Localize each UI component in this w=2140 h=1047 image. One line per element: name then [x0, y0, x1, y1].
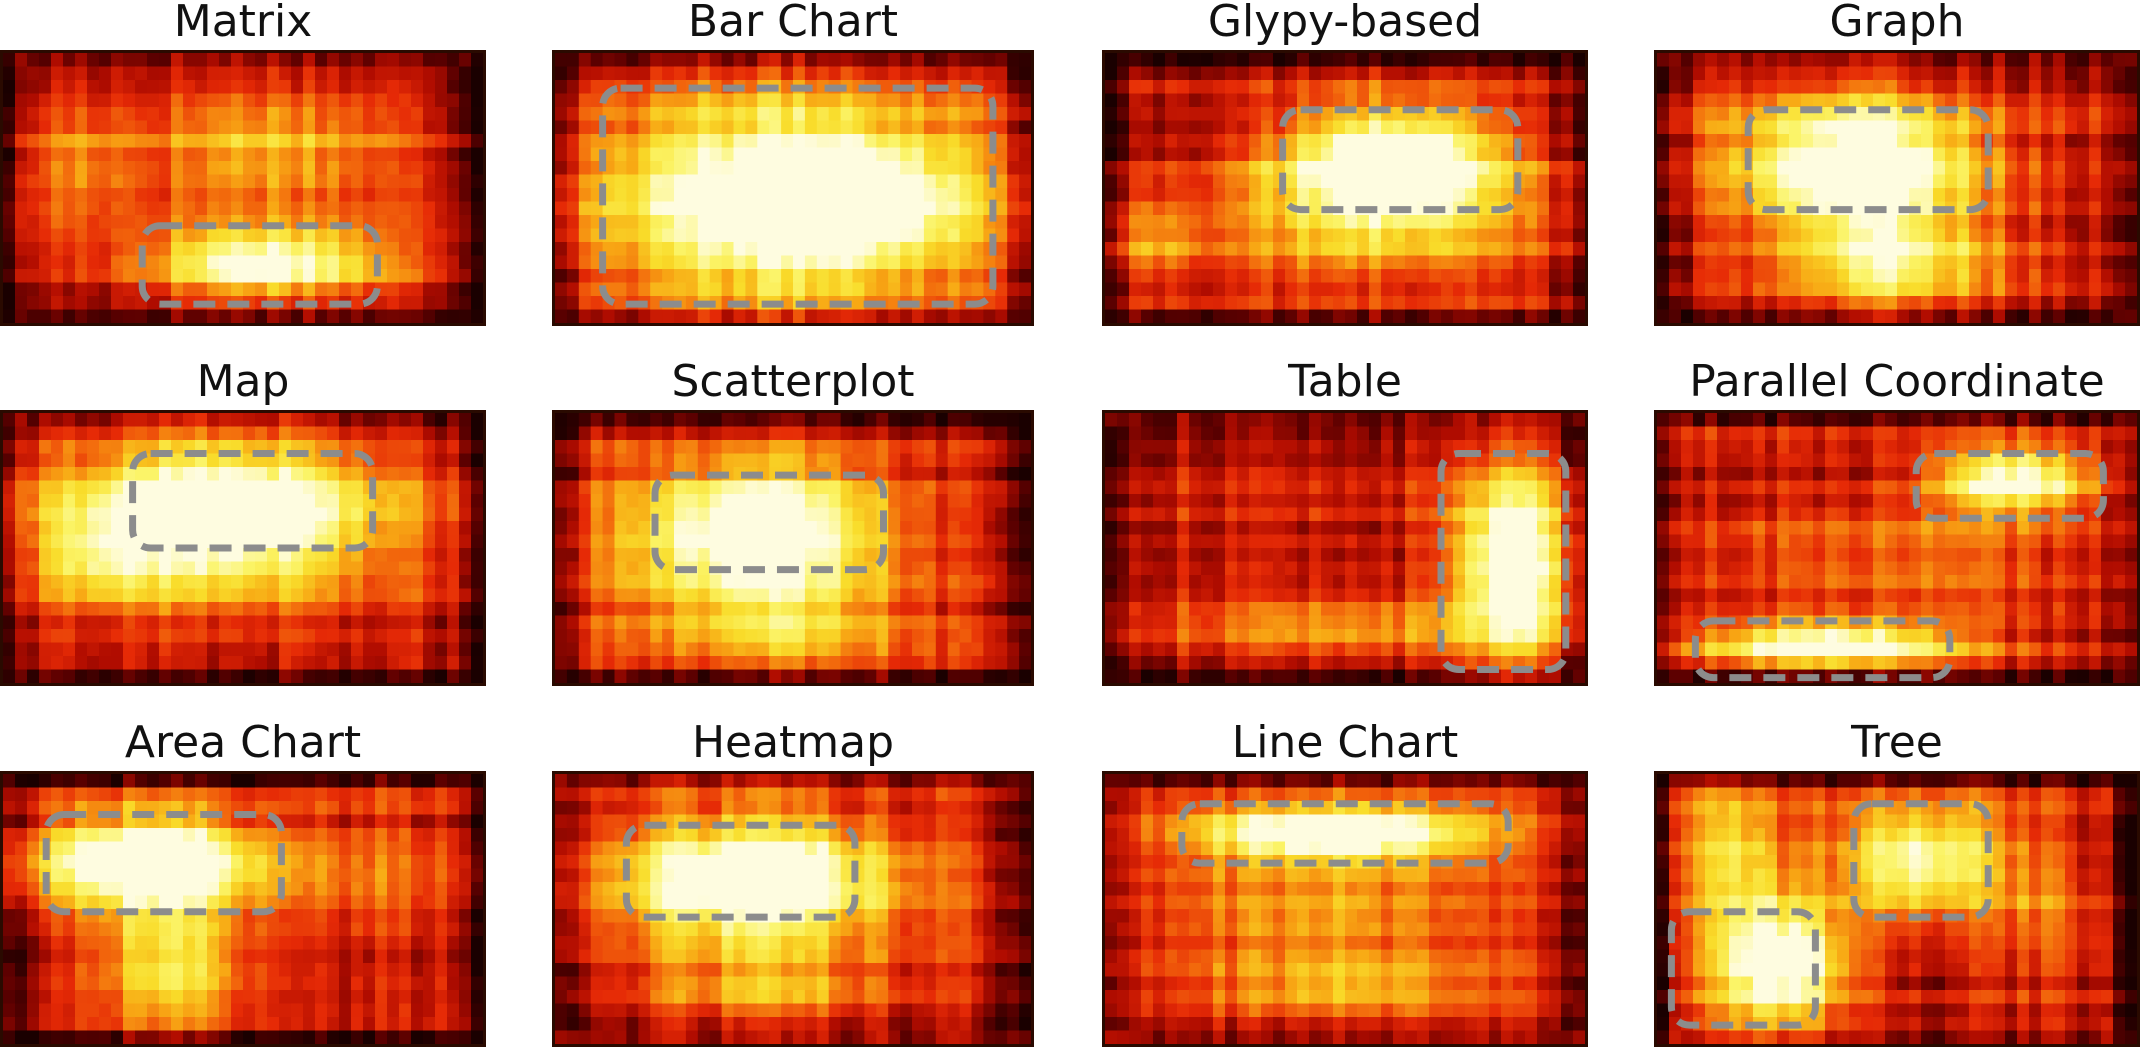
- heatmap-cells: [1657, 413, 2137, 683]
- panel-line-chart: Line Chart: [1102, 721, 1588, 1047]
- heatmap-frame: [552, 50, 1034, 326]
- heatmap-image: [1105, 53, 1585, 323]
- heatmap-image: [555, 413, 1031, 683]
- heatmap-image: [555, 53, 1031, 323]
- heatmap-image: [1105, 774, 1585, 1044]
- heatmap-cells: [1657, 53, 2137, 323]
- highlight-region-box: [1850, 800, 1992, 921]
- panel-matrix: Matrix: [0, 0, 486, 326]
- highlight-region-box: [138, 222, 381, 308]
- highlight-region-box: [651, 471, 887, 574]
- heatmap-frame: [552, 771, 1034, 1047]
- highlight-region-box: [1667, 908, 1819, 1029]
- heatmap-cells: [1105, 774, 1585, 1044]
- panel-scatterplot: Scatterplot: [552, 360, 1034, 686]
- panel-title: Tree: [1851, 717, 1943, 768]
- panel-title: Parallel Coordinate: [1689, 356, 2105, 407]
- heatmap-cells: [555, 53, 1031, 323]
- heatmap-frame: [0, 771, 486, 1047]
- heatmap-cells: [1105, 53, 1585, 323]
- heatmap-image: [1105, 413, 1585, 683]
- panel-table: Table: [1102, 360, 1588, 686]
- heatmap-cells: [1105, 413, 1585, 683]
- heatmap-cells: [3, 774, 483, 1044]
- heatmap-frame: [1654, 771, 2140, 1047]
- panel-title: Line Chart: [1231, 717, 1459, 768]
- heatmap-frame: [1654, 410, 2140, 686]
- highlight-region-box: [42, 811, 285, 916]
- heatmap-frame: [0, 50, 486, 326]
- highlight-region-box: [622, 821, 859, 921]
- panel-map: Map: [0, 360, 486, 686]
- panel-title: Graph: [1829, 0, 1965, 47]
- heatmap-frame: [1102, 771, 1588, 1047]
- panel-title: Glypy-based: [1207, 0, 1483, 47]
- heatmap-image: [3, 53, 483, 323]
- heatmap-cells: [555, 413, 1031, 683]
- heatmap-cells: [3, 53, 483, 323]
- heatmap-cells: [1657, 774, 2137, 1044]
- heatmap-image: [3, 413, 483, 683]
- panel-glypy-based: Glypy-based: [1102, 0, 1588, 326]
- heatmap-frame: [1654, 50, 2140, 326]
- panel-title: Table: [1288, 356, 1402, 407]
- panel-area-chart: Area Chart: [0, 721, 486, 1047]
- highlight-region-box: [1437, 450, 1570, 673]
- panel-title: Bar Chart: [687, 0, 899, 47]
- panel-title: Scatterplot: [671, 356, 915, 407]
- panel-heatmap: Heatmap: [552, 721, 1034, 1047]
- heatmap-image: [555, 774, 1031, 1044]
- heatmap-frame: [1102, 410, 1588, 686]
- heatmap-image: [1657, 53, 2137, 323]
- panel-graph: Graph: [1654, 0, 2140, 326]
- heatmap-image: [1657, 413, 2137, 683]
- panel-title: Area Chart: [124, 717, 362, 768]
- highlight-region-box: [1691, 617, 1954, 682]
- heatmap-frame: [552, 410, 1034, 686]
- highlight-region-box: [1912, 450, 2107, 522]
- heatmap-cells: [3, 413, 483, 683]
- highlight-region-box: [1279, 106, 1522, 214]
- panel-parallel-coordinate: Parallel Coordinate: [1654, 360, 2140, 686]
- panel-title: Heatmap: [691, 717, 895, 768]
- highlight-region-box: [1178, 800, 1512, 867]
- heatmap-cells: [555, 774, 1031, 1044]
- highlight-region-box: [129, 450, 377, 552]
- heatmap-image: [3, 774, 483, 1044]
- panel-tree: Tree: [1654, 721, 2140, 1047]
- heatmap-image: [1657, 774, 2137, 1044]
- highlight-region-box: [599, 84, 997, 308]
- heatmap-frame: [1102, 50, 1588, 326]
- panel-bar-chart: Bar Chart: [552, 0, 1034, 326]
- panel-title: Matrix: [173, 0, 313, 47]
- panel-title: Map: [196, 356, 290, 407]
- heatmap-frame: [0, 410, 486, 686]
